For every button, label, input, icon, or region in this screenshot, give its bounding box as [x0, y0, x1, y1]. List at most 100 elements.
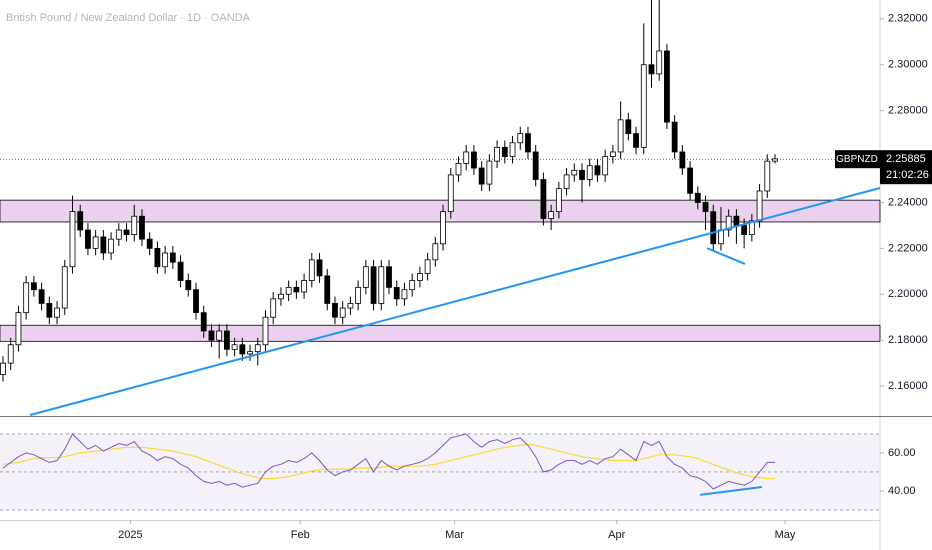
y-tick-label: 2.22000 — [888, 242, 928, 254]
candle-body — [486, 160, 493, 185]
candle-body — [30, 282, 37, 291]
candle-body — [694, 192, 701, 203]
candle-body — [169, 252, 176, 263]
y2-tick-label: 40.00 — [888, 485, 916, 497]
price-label-bg — [880, 150, 932, 185]
candle-body — [687, 167, 693, 194]
candle-body — [77, 211, 84, 231]
candle-body — [571, 169, 578, 176]
x-tick-label: Feb — [291, 529, 310, 541]
candle-body — [0, 362, 6, 376]
candle-body — [679, 151, 686, 169]
y-tick-label: 2.20000 — [888, 288, 928, 300]
candle-body — [69, 211, 76, 268]
candle-body — [517, 133, 524, 144]
trendline — [29, 187, 881, 416]
candle-body — [324, 275, 331, 304]
candle-body — [146, 238, 153, 249]
candle-body — [15, 312, 22, 346]
candle-body — [285, 286, 292, 295]
x-tick-label: 2025 — [118, 529, 142, 541]
candle-body — [208, 330, 215, 341]
candle-body — [772, 158, 778, 162]
x-tick-label: Apr — [608, 529, 625, 541]
candle-body — [432, 243, 439, 261]
candle-body — [702, 202, 709, 213]
candle-body — [46, 303, 53, 318]
candle-body — [725, 215, 732, 231]
rsi-trendline — [699, 485, 763, 496]
candle-body — [656, 50, 663, 75]
y-tick-label: 2.32000 — [888, 13, 928, 25]
candle-body — [501, 146, 508, 157]
candle-body — [424, 259, 431, 275]
candle-body — [563, 174, 570, 190]
candle-body — [416, 273, 423, 281]
candle-body — [23, 282, 30, 314]
y-tick-label: 2.24000 — [888, 196, 928, 208]
candle-body — [347, 303, 354, 309]
candle-body — [231, 344, 238, 350]
candle-body — [131, 215, 138, 235]
candle-body — [455, 163, 462, 176]
x-tick-label: May — [775, 529, 796, 541]
candle-body — [386, 266, 392, 288]
candle-body — [123, 229, 130, 235]
candle-body — [440, 211, 446, 245]
candle-body — [247, 351, 253, 355]
candle-body — [316, 259, 323, 277]
y-tick-label: 2.28000 — [888, 105, 928, 117]
rsi-line — [2, 433, 775, 490]
candle-body — [185, 280, 192, 291]
candle-body — [509, 142, 516, 157]
candle-body — [548, 211, 555, 219]
candle-body — [362, 266, 369, 288]
candle-body — [640, 64, 647, 148]
candle-body — [100, 236, 107, 254]
chart-title: British Pound / New Zealand Dollar · 1D … — [6, 12, 251, 24]
candle-body — [617, 119, 624, 153]
candle-body — [139, 215, 145, 240]
countdown-label: 21:02:26 — [886, 169, 929, 181]
candle-body — [633, 133, 639, 148]
candle-body — [177, 261, 184, 281]
candle-body — [108, 238, 114, 254]
candle-body — [602, 156, 609, 176]
y-tick-label: 2.16000 — [888, 380, 928, 392]
candle-body — [308, 259, 315, 281]
candle-body — [718, 229, 724, 245]
candle-body — [162, 252, 169, 268]
candle-body — [594, 165, 601, 176]
trendline — [706, 247, 746, 265]
candle-body — [463, 151, 470, 164]
candle-body — [239, 344, 246, 355]
candle-body — [671, 121, 678, 153]
candle-body — [664, 50, 670, 123]
candle-body — [525, 133, 531, 153]
zone — [0, 199, 881, 223]
candle-body — [355, 286, 362, 304]
candle-body — [262, 316, 269, 346]
candle-body — [401, 289, 408, 300]
y-tick-label: 2.30000 — [888, 59, 928, 71]
candle-body — [625, 119, 632, 134]
candle-body — [478, 167, 485, 185]
candle-body — [741, 225, 748, 235]
candle-body — [7, 344, 14, 364]
candle-body — [216, 330, 223, 341]
candle-body — [648, 64, 655, 75]
candle-body — [54, 307, 60, 318]
candle-body — [447, 174, 454, 213]
candle-body — [471, 151, 477, 169]
candle-body — [586, 165, 593, 180]
price-label: 2.25885 — [886, 153, 926, 165]
candle-body — [494, 146, 500, 162]
y-tick-label: 2.18000 — [888, 334, 928, 346]
candle-body — [254, 344, 261, 353]
candle-body — [370, 266, 377, 304]
symbol-label-bg — [835, 150, 880, 169]
candle-body — [393, 286, 400, 300]
candle-body — [92, 236, 99, 249]
candle-body — [293, 286, 300, 293]
